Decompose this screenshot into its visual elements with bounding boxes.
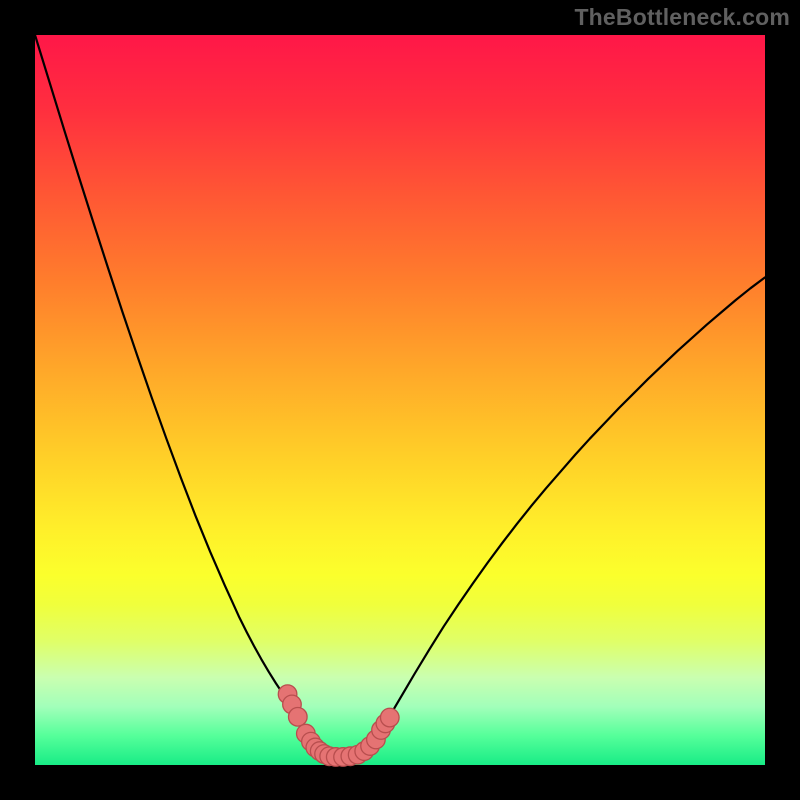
chart-root: TheBottleneck.com xyxy=(0,0,800,800)
bottleneck-chart xyxy=(0,0,800,800)
plot-background xyxy=(35,35,765,765)
data-marker xyxy=(289,708,308,727)
data-marker xyxy=(380,708,399,727)
